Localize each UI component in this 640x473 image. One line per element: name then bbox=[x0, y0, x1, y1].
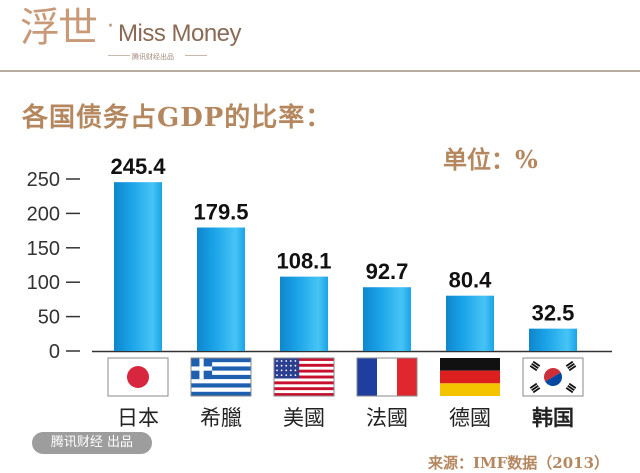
bar bbox=[114, 182, 162, 351]
content-panel bbox=[0, 72, 640, 471]
y-tick-label: 250 bbox=[27, 169, 60, 191]
bar-value-label: 32.5 bbox=[532, 301, 575, 326]
japan-flag bbox=[107, 357, 169, 397]
category-label: 希臘 bbox=[200, 406, 242, 430]
bar bbox=[363, 287, 411, 351]
brand-logo-english: Miss Money bbox=[118, 20, 242, 47]
brand-divider-right bbox=[185, 55, 207, 56]
brand-logo-dot: · bbox=[107, 14, 114, 39]
bar-value-label: 179.5 bbox=[193, 200, 248, 225]
category-label: 韩国 bbox=[532, 405, 574, 430]
germany-flag bbox=[440, 358, 500, 396]
y-tick-label: 100 bbox=[27, 272, 60, 294]
bar bbox=[529, 328, 577, 351]
category-label: 美國 bbox=[283, 406, 325, 430]
usa-flag bbox=[273, 357, 335, 397]
bar-value-label: 92.7 bbox=[366, 259, 409, 284]
bar bbox=[446, 295, 494, 351]
brand-subtitle: 腾讯财经出品 bbox=[132, 53, 174, 61]
y-tick-label: 200 bbox=[27, 203, 60, 225]
brand-logo-chinese: 浮世 bbox=[20, 5, 98, 51]
bar-value-label: 245.4 bbox=[110, 154, 166, 179]
brand-divider-left bbox=[108, 55, 130, 56]
greece-flag bbox=[190, 357, 252, 397]
y-tick-label: 50 bbox=[38, 307, 60, 329]
unit-label: 单位：% bbox=[443, 145, 538, 174]
france-flag bbox=[356, 357, 418, 397]
watermark-badge: 腾讯财经 出品 bbox=[32, 432, 152, 454]
bar bbox=[280, 276, 328, 351]
bar-value-label: 108.1 bbox=[276, 249, 331, 274]
y-tick-label: 150 bbox=[27, 238, 60, 260]
bar-value-label: 80.4 bbox=[449, 268, 493, 293]
source-note: 来源：IMF数据（2013） bbox=[428, 454, 610, 472]
korea-flag bbox=[522, 357, 584, 397]
header-bar: 浮世 · Miss Money 腾讯财经出品 bbox=[0, 0, 640, 72]
y-tick-label: 0 bbox=[49, 341, 60, 363]
category-label: 法國 bbox=[366, 406, 408, 430]
category-label: 日本 bbox=[117, 406, 159, 430]
bar bbox=[197, 227, 245, 351]
chart-title: 各国债务占GDP的比率： bbox=[22, 103, 333, 133]
category-label: 德國 bbox=[449, 406, 491, 430]
